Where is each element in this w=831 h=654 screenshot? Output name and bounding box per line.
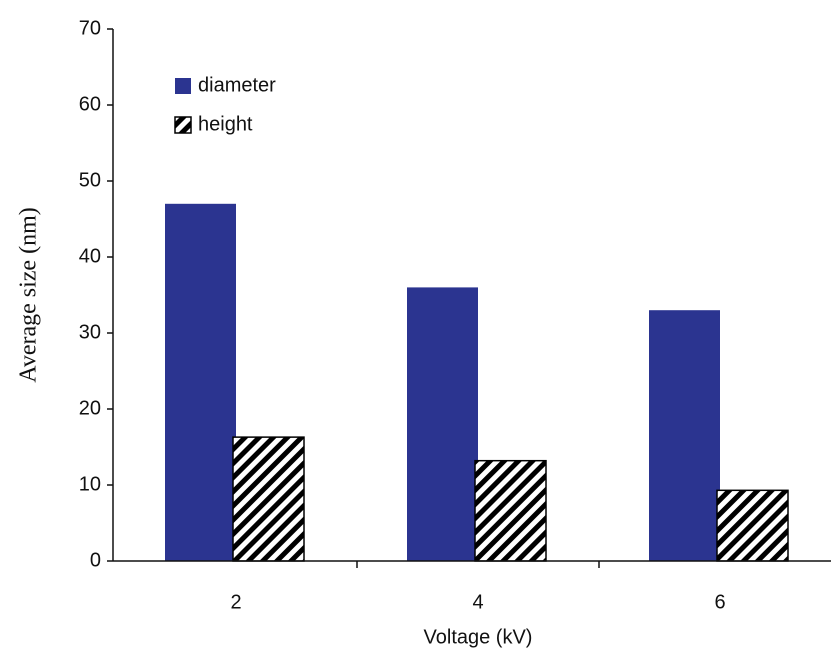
y-tick-label: 50	[79, 169, 101, 191]
legend-label: diameter	[198, 74, 276, 96]
bar	[407, 287, 478, 561]
y-axis-label: Average size (nm)	[16, 207, 42, 382]
legend-swatch	[174, 116, 192, 134]
y-tick-label: 30	[79, 321, 101, 343]
y-tick-label: 0	[90, 549, 101, 571]
y-tick-label: 70	[79, 17, 101, 39]
y-tick-label: 10	[79, 473, 101, 495]
x-tick-label: 4	[472, 591, 483, 613]
bar	[232, 436, 305, 562]
bar	[474, 459, 547, 562]
x-axis-label: Voltage (kV)	[424, 626, 533, 648]
x-tick-label: 2	[230, 591, 241, 613]
bar	[649, 310, 720, 561]
x-tick-label: 6	[714, 591, 725, 613]
y-tick-label: 20	[79, 397, 101, 419]
legend-label: height	[198, 113, 253, 135]
bar	[716, 489, 789, 562]
y-tick-label: 60	[79, 93, 101, 115]
bar	[165, 203, 236, 562]
legend-swatch	[175, 78, 191, 94]
y-tick-label: 40	[79, 245, 101, 267]
